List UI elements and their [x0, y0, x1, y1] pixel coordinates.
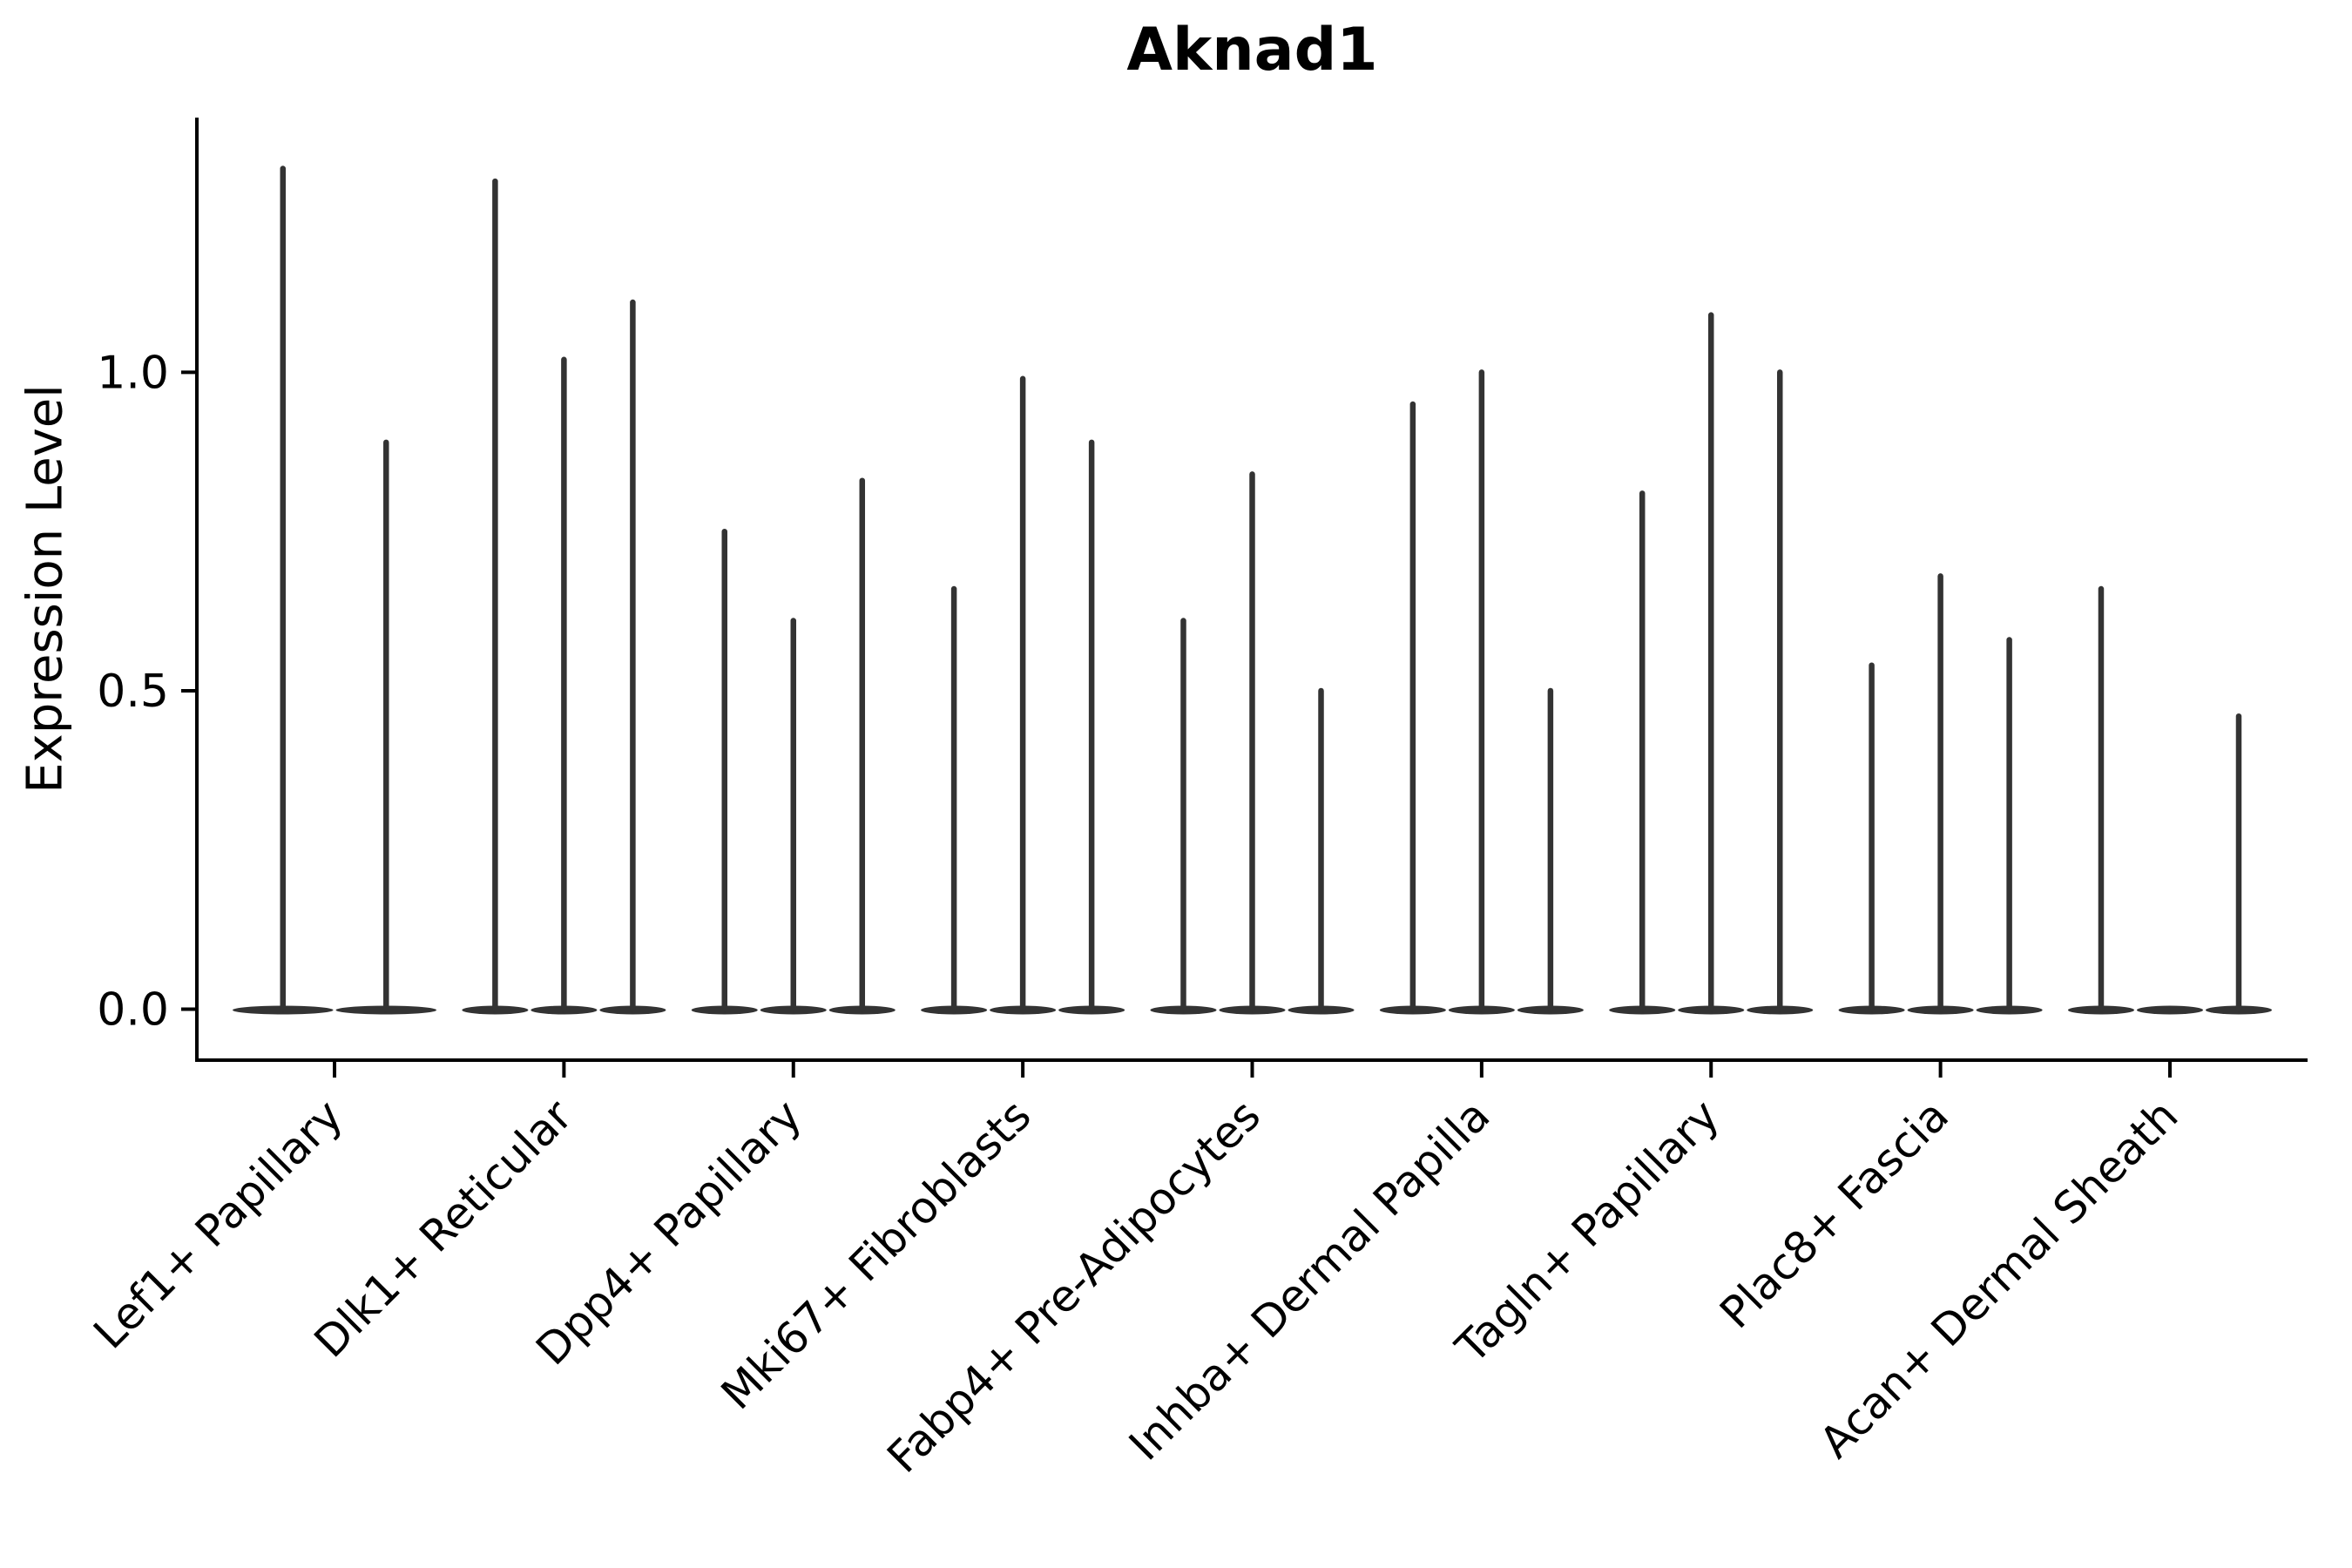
- x-tick-label: Lef1+ Papillary: [84, 1090, 352, 1358]
- y-tick-label: 0.0: [97, 984, 169, 1037]
- axes-group: [181, 118, 2308, 1078]
- y-tick-label: 1.0: [97, 347, 169, 399]
- x-tick-label: Fabp4+ Pre-Adipocytes: [877, 1090, 1270, 1483]
- y-tick-labels-group: 0.0 0.5 1.0: [97, 347, 169, 1036]
- x-tick-label: Plac8+ Fascia: [1710, 1090, 1958, 1338]
- y-tick-label: 0.5: [97, 666, 169, 718]
- violin-base: [2136, 1005, 2203, 1015]
- chart-title: Aknad1: [1126, 16, 1378, 84]
- violins-group: [233, 166, 2272, 1015]
